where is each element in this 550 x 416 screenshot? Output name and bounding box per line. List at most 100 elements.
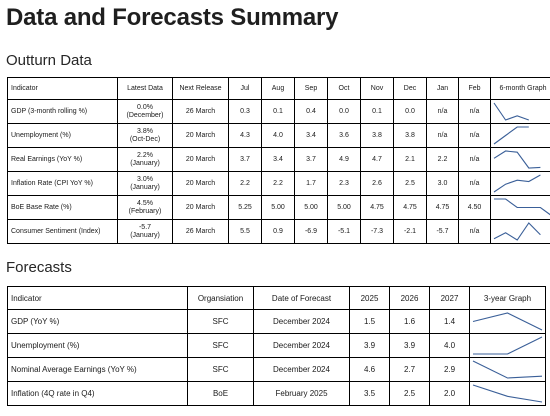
year-value-cell: 2.5 (389, 381, 430, 406)
sparkline-series (473, 336, 543, 355)
table-row: Inflation Rate (CPI YoY %) 3.0% (January) 2… (7, 171, 550, 196)
forecast-date-cell: December 2024 (253, 357, 350, 382)
column-header: Sep (294, 77, 328, 100)
month-value-cell: 4.7 (360, 147, 394, 172)
year-value-cell: 4.0 (429, 333, 470, 358)
month-value-cell: 3.6 (327, 123, 361, 148)
organisation-cell: SFC (187, 333, 254, 358)
sparkline-chart (472, 360, 543, 379)
month-value-cell: n/a (458, 147, 491, 172)
month-value-cell: 4.75 (426, 195, 459, 220)
indicator-cell: Unemployment (%) (7, 123, 118, 148)
sparkline-series (493, 102, 529, 121)
column-header: Organsiation (187, 286, 254, 310)
next-release-cell: 20 March (172, 147, 229, 172)
outturn-table: Indicator Latest Data Next Release Jul A… (7, 77, 550, 244)
month-value-cell: 5.00 (261, 195, 295, 220)
sparkline-chart (473, 336, 543, 355)
column-header: Feb (458, 77, 491, 100)
sparkline-chart (472, 312, 543, 331)
month-value-cell: n/a (426, 99, 459, 124)
latest-value: 3.8% (137, 127, 153, 135)
month-value-cell: 1.7 (294, 171, 328, 196)
forecasts-table: Indicator Organsiation Date of Forecast … (7, 286, 546, 406)
next-release-cell: 20 March (172, 171, 229, 196)
month-value-cell: 3.0 (426, 171, 459, 196)
month-value-cell: n/a (458, 171, 491, 196)
organisation-cell: SFC (187, 357, 254, 382)
indicator-cell: Inflation Rate (CPI YoY %) (7, 171, 118, 196)
month-value-cell: 3.8 (393, 123, 427, 148)
year-value-cell: 1.6 (389, 309, 430, 334)
column-header: Indicator (7, 286, 188, 310)
forecast-date-cell: February 2025 (253, 381, 350, 406)
month-value-cell: -7.3 (360, 219, 394, 244)
month-value-cell: 4.0 (261, 123, 295, 148)
latest-data-cell: 3.0% (January) (117, 171, 173, 196)
column-header: Indicator (7, 77, 118, 100)
month-value-cell: 0.3 (228, 99, 262, 124)
month-value-cell: 4.3 (228, 123, 262, 148)
table-row: Consumer Sentiment (Index) -5.7 (January) 2… (7, 219, 550, 244)
month-value-cell: 4.75 (360, 195, 394, 220)
month-value-cell: n/a (426, 123, 459, 148)
latest-period: (Oct-Dec) (129, 135, 161, 143)
latest-data-cell: -5.7 (January) (117, 219, 173, 244)
table-row: GDP (3-month rolling %) 0.0% (December) 26 … (7, 99, 550, 124)
month-value-cell: -5.1 (327, 219, 361, 244)
sparkline-series (493, 174, 541, 193)
next-release-cell: 26 March (172, 99, 229, 124)
six-month-graph-cell (490, 123, 550, 148)
latest-period: (February) (128, 207, 162, 215)
next-release-cell: 20 March (172, 195, 229, 220)
year-value-cell: 3.9 (389, 333, 430, 358)
sparkline-chart (493, 150, 541, 169)
organisation-cell: BoE (187, 381, 254, 406)
page-title: Data and Forecasts Summary (6, 4, 339, 31)
table-row: Nominal Average Earnings (YoY %) SFC Decem… (7, 357, 546, 382)
latest-value: 0.0% (137, 103, 153, 111)
column-header: 6-month Graph (490, 77, 550, 100)
latest-period: (January) (130, 183, 160, 191)
latest-period: (January) (130, 159, 160, 167)
month-value-cell: 2.6 (360, 171, 394, 196)
indicator-cell: Consumer Sentiment (Index) (7, 219, 118, 244)
month-value-cell: 4.50 (458, 195, 491, 220)
forecast-date-cell: December 2024 (253, 309, 350, 334)
sparkline-chart (472, 384, 543, 403)
year-value-cell: 2.9 (429, 357, 470, 382)
month-value-cell: 2.3 (327, 171, 361, 196)
month-value-cell: 3.4 (294, 123, 328, 148)
month-value-cell: 0.4 (294, 99, 328, 124)
sparkline-chart (493, 126, 529, 145)
month-value-cell: 0.1 (360, 99, 394, 124)
month-value-cell: 0.9 (261, 219, 295, 244)
month-value-cell: -5.7 (426, 219, 459, 244)
outturn-section-title: Outturn Data (6, 52, 92, 69)
table-row: Unemployment (%) 3.8% (Oct-Dec) 20 March 4.3… (7, 123, 550, 148)
latest-period: (January) (130, 231, 160, 239)
month-value-cell: 5.00 (327, 195, 361, 220)
six-month-graph-cell (490, 99, 550, 124)
month-value-cell: 2.5 (393, 171, 427, 196)
indicator-cell: Real Earnings (YoY %) (7, 147, 118, 172)
six-month-graph-cell (490, 147, 550, 172)
column-header: Aug (261, 77, 295, 100)
latest-data-cell: 2.2% (January) (117, 147, 173, 172)
month-value-cell: 3.4 (261, 147, 295, 172)
year-value-cell: 1.4 (429, 309, 470, 334)
three-year-graph-cell (469, 357, 546, 382)
year-value-cell: 3.9 (349, 333, 390, 358)
six-month-graph-cell (490, 171, 550, 196)
table-row: Real Earnings (YoY %) 2.2% (January) 20 Mar… (7, 147, 550, 172)
organisation-cell: SFC (187, 309, 254, 334)
indicator-cell: GDP (3-month rolling %) (7, 99, 118, 124)
month-value-cell: -6.9 (294, 219, 328, 244)
three-year-graph-cell (469, 309, 546, 334)
forecast-date-cell: December 2024 (253, 333, 350, 358)
sparkline-series (494, 198, 550, 216)
month-value-cell: 2.2 (228, 171, 262, 196)
month-value-cell: 4.75 (393, 195, 427, 220)
column-header: 2027 (429, 286, 470, 310)
column-header: Latest Data (117, 77, 173, 100)
